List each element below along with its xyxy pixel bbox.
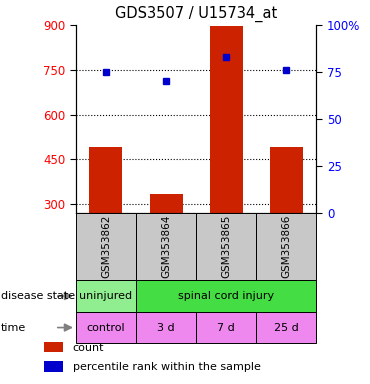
Text: time: time bbox=[1, 323, 26, 333]
Bar bbox=[44, 361, 63, 372]
Text: GSM353865: GSM353865 bbox=[221, 215, 231, 278]
Bar bbox=[196, 312, 256, 343]
Bar bbox=[256, 213, 316, 280]
Bar bbox=[44, 341, 63, 352]
Bar bbox=[76, 280, 136, 312]
Text: 3 d: 3 d bbox=[157, 323, 175, 333]
Bar bbox=[136, 312, 196, 343]
Text: disease state: disease state bbox=[1, 291, 75, 301]
Bar bbox=[210, 26, 243, 213]
Text: percentile rank within the sample: percentile rank within the sample bbox=[73, 362, 261, 372]
Bar bbox=[196, 213, 256, 280]
Bar bbox=[270, 147, 303, 213]
Text: control: control bbox=[87, 323, 125, 333]
Title: GDS3507 / U15734_at: GDS3507 / U15734_at bbox=[115, 6, 277, 22]
Text: spinal cord injury: spinal cord injury bbox=[178, 291, 274, 301]
Bar bbox=[256, 312, 316, 343]
Text: count: count bbox=[73, 343, 104, 353]
Text: GSM353866: GSM353866 bbox=[281, 215, 291, 278]
Text: 7 d: 7 d bbox=[217, 323, 235, 333]
Bar bbox=[90, 147, 122, 213]
Text: uninjured: uninjured bbox=[79, 291, 132, 301]
Text: 25 d: 25 d bbox=[274, 323, 299, 333]
Bar bbox=[136, 213, 196, 280]
Text: GSM353862: GSM353862 bbox=[101, 215, 111, 278]
Bar bbox=[136, 280, 316, 312]
Text: GSM353864: GSM353864 bbox=[161, 215, 171, 278]
Bar bbox=[76, 312, 136, 343]
Bar bbox=[149, 194, 182, 213]
Bar bbox=[76, 213, 136, 280]
